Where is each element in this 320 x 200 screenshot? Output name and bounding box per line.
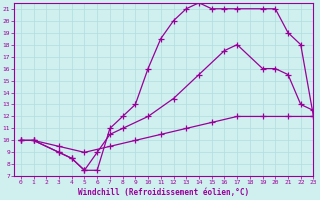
X-axis label: Windchill (Refroidissement éolien,°C): Windchill (Refroidissement éolien,°C) <box>78 188 250 197</box>
